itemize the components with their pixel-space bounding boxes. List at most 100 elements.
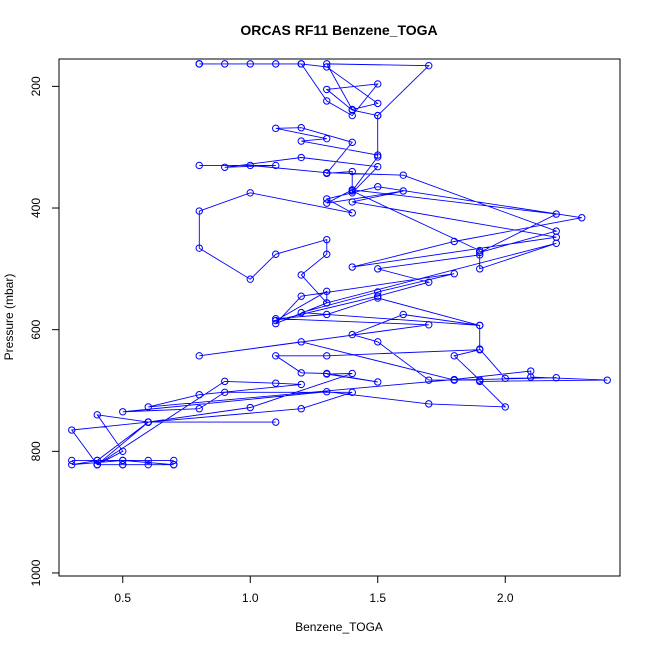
data-point [374, 80, 382, 88]
data-point [323, 63, 331, 71]
data-point [552, 210, 560, 218]
data-point [144, 418, 152, 426]
data-point [297, 380, 305, 389]
data-point [348, 198, 356, 206]
data-point [450, 376, 458, 384]
data-point [348, 167, 356, 176]
data-point [527, 367, 535, 375]
y-axis: 200 400 600 800 1000 [29, 76, 60, 586]
data-point [297, 369, 305, 377]
data-point [119, 408, 127, 416]
data-point [93, 411, 101, 419]
data-point [221, 377, 229, 386]
data-point [374, 162, 382, 171]
data-point [323, 97, 331, 105]
data-point [374, 378, 382, 386]
data-point [195, 405, 203, 413]
data-point [348, 138, 356, 147]
y-axis-label: Pressure (mbar) [2, 274, 16, 361]
data-point [323, 287, 331, 296]
data-point [297, 124, 305, 132]
x-tick-label: 1.0 [242, 591, 259, 605]
data-point [144, 456, 152, 465]
data-point [425, 278, 433, 286]
data-point [93, 460, 101, 469]
data-point [195, 207, 203, 215]
data-point [221, 388, 229, 397]
data-point [297, 405, 305, 413]
data-point [272, 161, 280, 170]
data-point [272, 316, 280, 325]
data-point [476, 345, 484, 353]
data-point [374, 338, 382, 346]
data-point [450, 237, 458, 246]
data-point [323, 134, 331, 143]
y-tick-label: 800 [29, 441, 43, 461]
data-point [195, 161, 203, 170]
data-point [297, 60, 305, 68]
data-point [425, 61, 433, 70]
data-point [119, 460, 127, 469]
data-point [374, 288, 382, 296]
chart-title: ORCAS RF11 Benzene_TOGA [240, 22, 437, 38]
data-point [374, 183, 382, 191]
series-line [70, 63, 608, 466]
data-point [476, 251, 484, 259]
data-point [374, 153, 382, 161]
x-tick-label: 0.5 [114, 591, 131, 605]
x-tick-label: 2.0 [497, 591, 514, 605]
y-tick-label: 600 [29, 319, 43, 339]
data-point [119, 456, 127, 465]
data-point [399, 310, 407, 319]
plot-frame [58, 58, 621, 577]
y-tick-label: 1000 [29, 559, 43, 586]
data-point [246, 275, 254, 283]
data-point [552, 374, 560, 382]
data-point [272, 60, 280, 68]
data-point [272, 319, 280, 328]
data-point [170, 460, 178, 469]
data-point [425, 400, 433, 408]
data-point [68, 426, 76, 434]
data-point [195, 391, 203, 399]
data-point [323, 250, 331, 258]
data-point [348, 388, 356, 397]
data-point [374, 111, 382, 120]
data-point [450, 270, 458, 278]
data-point [144, 403, 152, 411]
data-point [323, 235, 331, 244]
x-tick-label: 1.5 [369, 591, 386, 605]
data-point [68, 460, 76, 469]
data-point [323, 369, 331, 378]
benzene-series [68, 60, 611, 469]
data-point [297, 292, 305, 300]
data-point [374, 99, 382, 108]
data-point [323, 169, 331, 178]
data-point [450, 352, 458, 360]
data-point [323, 310, 331, 319]
data-point [272, 124, 280, 133]
data-point [297, 271, 305, 279]
data-point [578, 214, 586, 222]
data-point [221, 60, 229, 68]
y-tick-label: 200 [29, 76, 43, 96]
data-point [552, 227, 560, 235]
data-point [323, 388, 331, 396]
data-point [348, 369, 356, 378]
data-point [195, 60, 203, 68]
data-point [68, 456, 76, 465]
data-point [323, 299, 331, 307]
y-tick-label: 400 [29, 198, 43, 218]
data-point [501, 374, 509, 383]
data-point [272, 250, 280, 258]
data-point [195, 244, 203, 252]
data-point [476, 246, 484, 255]
data-point [297, 338, 305, 346]
data-point [323, 199, 331, 207]
data-point [119, 447, 127, 456]
data-point [272, 352, 280, 360]
data-point [272, 418, 280, 426]
data-point [297, 137, 305, 145]
data-point [348, 209, 356, 217]
